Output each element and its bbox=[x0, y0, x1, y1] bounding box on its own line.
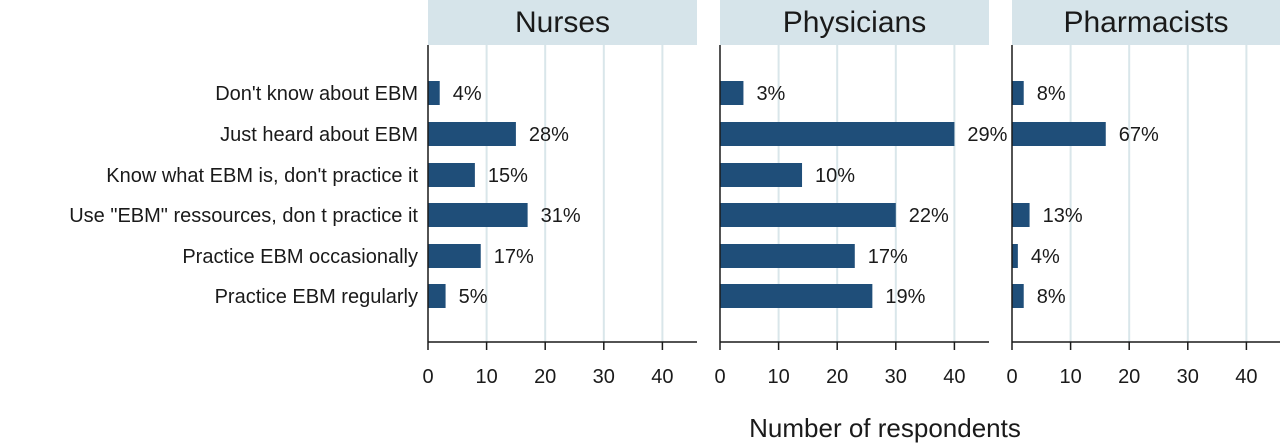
data-label: 67% bbox=[1119, 124, 1159, 146]
bar bbox=[720, 244, 855, 268]
data-label: 22% bbox=[909, 205, 949, 227]
bar bbox=[1012, 203, 1030, 227]
category-label: Just heard about EBM bbox=[220, 124, 418, 146]
category-label: Don't know about EBM bbox=[215, 83, 418, 105]
data-label: 17% bbox=[494, 246, 534, 268]
data-label: 10% bbox=[815, 165, 855, 187]
x-tick-label: 40 bbox=[651, 366, 673, 388]
data-label: 28% bbox=[529, 124, 569, 146]
x-tick-label: 30 bbox=[593, 366, 615, 388]
data-label: 4% bbox=[1031, 246, 1060, 268]
bar bbox=[720, 81, 744, 105]
x-axis-title: Number of respondents bbox=[749, 413, 1021, 443]
x-tick-label: 20 bbox=[1118, 366, 1140, 388]
data-label: 4% bbox=[453, 83, 482, 105]
x-tick-label: 0 bbox=[422, 366, 433, 388]
category-label: Practice EBM regularly bbox=[215, 286, 418, 308]
x-tick-label: 0 bbox=[1006, 366, 1017, 388]
data-label: 3% bbox=[756, 83, 785, 105]
data-label: 19% bbox=[885, 286, 925, 308]
data-label: 31% bbox=[541, 205, 581, 227]
panel-nurses: Nurses 4% 28%15% 31% 17% 5% 0 10 20 30 40 bbox=[422, 0, 697, 388]
data-label: 8% bbox=[1037, 83, 1066, 105]
x-tick-label: 20 bbox=[534, 366, 556, 388]
bar bbox=[428, 244, 481, 268]
panel-header bbox=[428, 0, 697, 45]
category-label: Know what EBM is, don't practice it bbox=[106, 165, 418, 187]
x-tick-label: 30 bbox=[885, 366, 907, 388]
category-label: Practice EBM occasionally bbox=[182, 246, 418, 268]
panel-physicians: Physicians 3% 29% 10% 22%17% 19% 0 10 20 30 40 bbox=[714, 0, 1008, 388]
bar bbox=[428, 284, 446, 308]
data-label: 8% bbox=[1037, 286, 1066, 308]
panel-header bbox=[1012, 0, 1280, 45]
data-label: 17% bbox=[868, 246, 908, 268]
bar bbox=[428, 163, 475, 187]
x-tick-label: 20 bbox=[826, 366, 848, 388]
panel-pharmacists: Pharmacists 8% 67% 13% 4% 8% 0 10 20 30 40 bbox=[1006, 0, 1280, 388]
bar bbox=[1012, 284, 1024, 308]
panel-title: Physicians bbox=[783, 6, 926, 39]
x-tick-label: 10 bbox=[1059, 366, 1081, 388]
bar bbox=[1012, 122, 1106, 146]
panel-title: Nurses bbox=[515, 6, 610, 39]
panel-header bbox=[720, 0, 989, 45]
bar bbox=[428, 203, 528, 227]
category-labels: Don't know about EBM Just heard about EBM… bbox=[69, 83, 418, 308]
data-label: 29% bbox=[967, 124, 1007, 146]
bar bbox=[720, 122, 955, 146]
bar bbox=[428, 122, 516, 146]
bar bbox=[720, 284, 873, 308]
x-tick-label: 40 bbox=[1235, 366, 1257, 388]
bar bbox=[1012, 81, 1024, 105]
x-tick-label: 10 bbox=[767, 366, 789, 388]
data-label: 13% bbox=[1043, 205, 1083, 227]
bar bbox=[720, 163, 803, 187]
x-tick-label: 30 bbox=[1177, 366, 1199, 388]
x-tick-label: 0 bbox=[714, 366, 725, 388]
category-label: Use "EBM" ressources, don t practice it bbox=[69, 205, 418, 227]
bar bbox=[720, 203, 896, 227]
panel-title: Pharmacists bbox=[1063, 6, 1228, 39]
x-tick-label: 10 bbox=[475, 366, 497, 388]
x-tick-label: 40 bbox=[943, 366, 965, 388]
bar bbox=[1012, 244, 1018, 268]
bar bbox=[428, 81, 440, 105]
data-label: 15% bbox=[488, 165, 528, 187]
data-label: 5% bbox=[459, 286, 488, 308]
